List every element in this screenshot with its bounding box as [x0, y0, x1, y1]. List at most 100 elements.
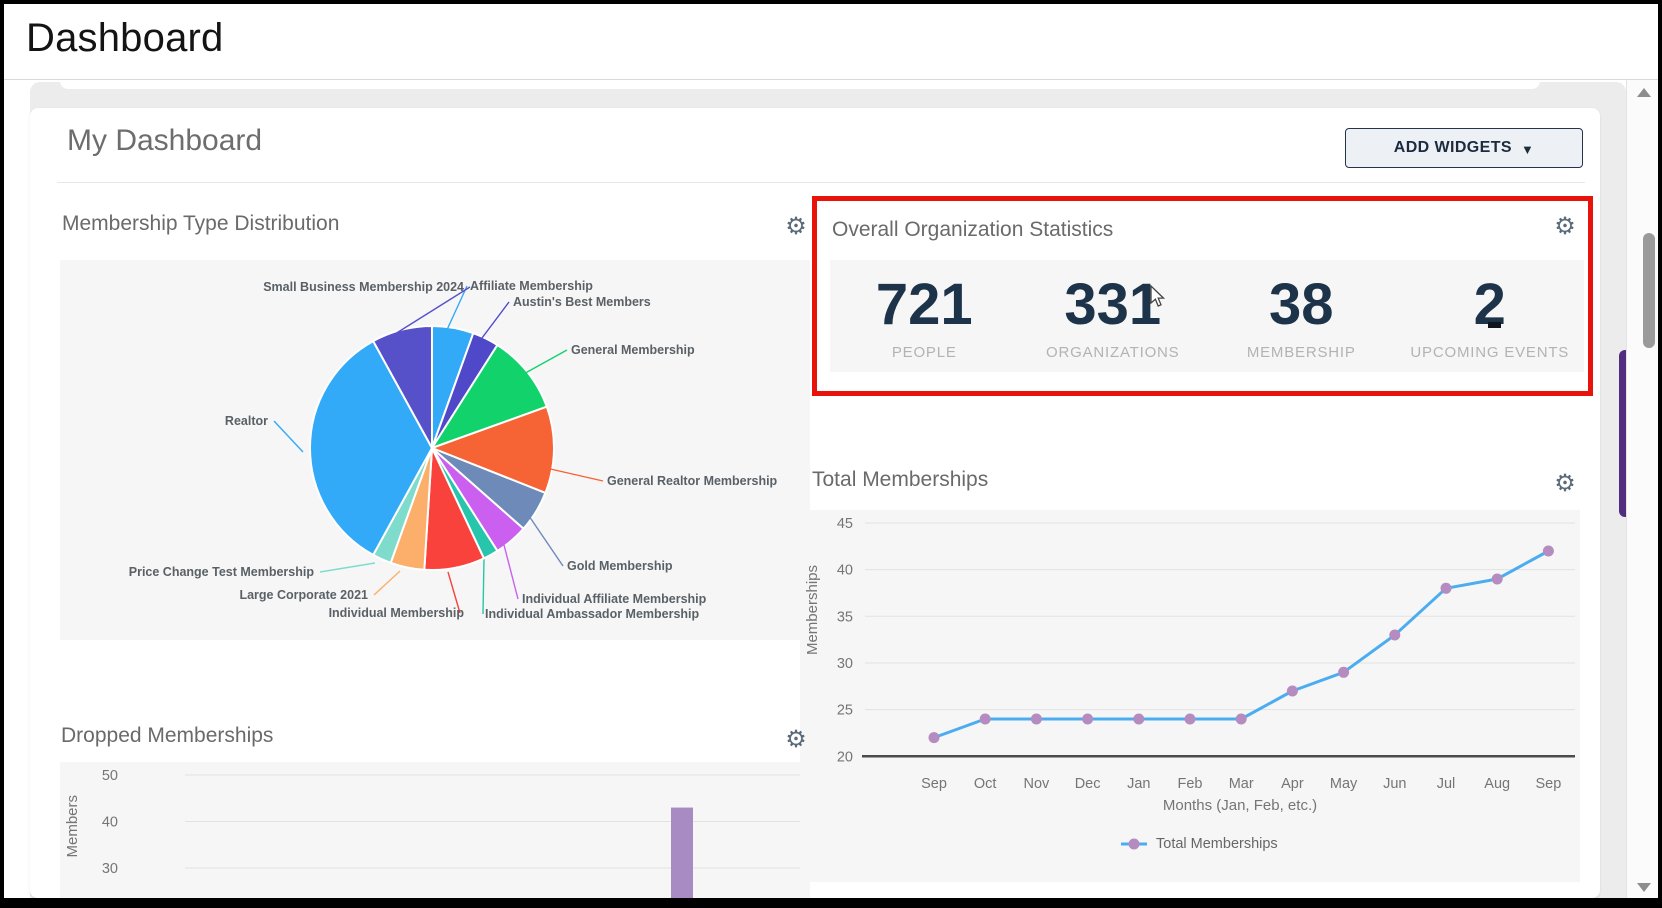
stats-widget-settings-gear-icon[interactable]: ⚙	[1554, 213, 1576, 240]
x-tick-label: Nov	[1024, 776, 1051, 792]
x-tick-label: Feb	[1178, 776, 1203, 792]
page-title: My Dashboard	[67, 124, 263, 157]
stat-value: 38	[1268, 271, 1334, 337]
pie-label-leader-line	[528, 515, 564, 567]
x-tick-label: Dec	[1075, 776, 1101, 792]
x-tick-label: Jun	[1383, 776, 1406, 792]
pie-slice-label: Small Business Membership 2024	[263, 280, 464, 294]
dashboard-card: My Dashboard ADD WIDGETS ▼ Membership Ty…	[30, 108, 1600, 898]
pie-chart-panel: Affiliate Membership Austin's Best Member…	[60, 260, 810, 640]
pie-slice-label: Large Corporate 2021	[239, 588, 368, 602]
browser-viewport: Dashboard My Dashboard ADD WIDGETS ▼ Mem…	[4, 4, 1658, 898]
data-point-aug-39[interactable]	[1491, 573, 1503, 585]
bar-chart-ylabel: Members	[64, 795, 81, 858]
pie-label-leader-line	[373, 570, 401, 596]
line-chart-xlabel: Months (Jan, Feb, etc.)	[1163, 797, 1317, 814]
data-point-mar-24[interactable]	[1235, 713, 1247, 725]
line-chart-ylabel: Memberships	[804, 565, 821, 656]
data-point-sep-22[interactable]	[928, 732, 940, 744]
data-point-jan-24[interactable]	[1133, 713, 1145, 725]
pie-label-leader-line	[545, 467, 604, 482]
pie-slice-general-realtor-membership[interactable]	[429, 405, 555, 495]
x-tick-label: Mar	[1229, 776, 1254, 792]
data-point-feb-24[interactable]	[1184, 713, 1196, 725]
y-tick-label: 50	[102, 768, 118, 784]
pie-label-leader-line	[273, 420, 304, 453]
pie-label-leader-line	[445, 285, 468, 333]
add-widgets-label: ADD WIDGETS	[1393, 139, 1512, 156]
stat-upcoming-events: 2 UPCOMING EVENTS	[1396, 260, 1585, 372]
bar-widget-title: Dropped Memberships	[61, 724, 274, 747]
pie-label-leader-line	[519, 349, 568, 377]
data-point-dec-24[interactable]	[1082, 713, 1094, 725]
card-divider	[57, 182, 1585, 183]
pie-widget-settings-gear-icon[interactable]: ⚙	[785, 213, 807, 240]
bar-chart: 50 40 30	[102, 768, 800, 898]
y-tick-label: 30	[102, 861, 118, 877]
y-tick-label: 20	[837, 749, 853, 765]
data-point-sep-42[interactable]	[1542, 545, 1554, 557]
add-widgets-button[interactable]: ADD WIDGETS ▼	[1345, 128, 1583, 168]
scrolled-card-remnant	[60, 80, 1540, 89]
stat-label: ORGANIZATIONS	[1046, 343, 1180, 361]
data-point-nov-24[interactable]	[1030, 713, 1042, 725]
pie-slice-label: Austin's Best Members	[513, 295, 651, 309]
data-point-oct-24[interactable]	[979, 713, 991, 725]
y-tick-label: 40	[102, 815, 118, 831]
pie-label-leader-line	[503, 544, 519, 600]
highlight-red-box	[812, 196, 1593, 396]
pie-slice-label: Individual Ambassador Membership	[485, 607, 700, 621]
line-chart-panel: 45 40 35 30 25 20 Sep Oct Nov Dec Jan Feb Mar Apr May J…	[800, 510, 1580, 882]
stat-people: 721 PEOPLE	[830, 260, 1019, 372]
stat-label: UPCOMING EVENTS	[1410, 343, 1570, 361]
stat-membership: 38 MEMBERSHIP	[1207, 260, 1396, 372]
page-header: Dashboard	[4, 4, 1658, 80]
stat-label: MEMBERSHIP	[1246, 343, 1356, 361]
y-tick-label: 25	[837, 703, 853, 719]
data-point-jun-33[interactable]	[1389, 629, 1401, 641]
pie-slice-label: Individual Membership	[329, 606, 465, 620]
line-chart-legend: Total Memberships	[1120, 836, 1278, 852]
window-title: Dashboard	[26, 16, 224, 60]
stats-widget-title: Overall Organization Statistics	[832, 218, 1114, 241]
pie-label-leader-line	[394, 286, 471, 335]
pie-slice-label: Price Change Test Membership	[129, 565, 315, 579]
mouse-cursor	[1150, 285, 1166, 307]
x-tick-label: May	[1330, 776, 1358, 792]
x-tick-label: Apr	[1281, 776, 1304, 792]
stat-label: PEOPLE	[891, 343, 957, 361]
bar-43[interactable]	[671, 807, 693, 898]
legend-marker-icon	[1121, 838, 1147, 850]
x-tick-label: Sep	[921, 776, 947, 792]
y-tick-label: 45	[837, 516, 853, 532]
pie-label-leader-line	[478, 301, 510, 343]
pie-slice-label: Affiliate Membership	[470, 279, 593, 293]
vertical-scrollbar[interactable]	[1626, 80, 1658, 898]
y-tick-label: 30	[837, 656, 853, 672]
pie-label-leader-line	[447, 571, 461, 614]
stat-value: 331	[1064, 271, 1162, 337]
bar-widget-settings-gear-icon[interactable]: ⚙	[785, 726, 807, 753]
pie-label-leader-line	[482, 558, 485, 615]
line-chart: 45 40 35 30 25 20 Sep Oct Nov Dec Jan Feb Mar Apr May J…	[837, 516, 1575, 814]
x-tick-label: Jan	[1127, 776, 1150, 792]
scrollbar-thumb[interactable]	[1643, 233, 1655, 348]
x-tick-label: Aug	[1484, 776, 1510, 792]
scrollbar-down-arrow-icon[interactable]	[1637, 883, 1651, 892]
data-point-apr-27[interactable]	[1286, 685, 1298, 697]
pie-slice-label: Gold Membership	[567, 559, 673, 573]
x-tick-label: Oct	[974, 776, 997, 792]
pie-widget-title: Membership Type Distribution	[62, 212, 340, 235]
data-point-may-29[interactable]	[1338, 666, 1350, 678]
data-point-jul-38[interactable]	[1440, 582, 1452, 594]
y-tick-label: 35	[837, 609, 853, 625]
line-widget-title: Total Memberships	[812, 468, 989, 491]
x-tick-label: Sep	[1535, 776, 1561, 792]
pie-slice-label: Realtor	[225, 414, 268, 428]
stat-organizations: 331 ORGANIZATIONS	[1019, 260, 1208, 372]
bar-chart-panel: 50 40 30 Members	[60, 762, 810, 898]
scrollbar-up-arrow-icon[interactable]	[1637, 88, 1651, 97]
line-widget-settings-gear-icon[interactable]: ⚙	[1554, 470, 1576, 497]
legend-label: Total Memberships	[1156, 836, 1278, 852]
